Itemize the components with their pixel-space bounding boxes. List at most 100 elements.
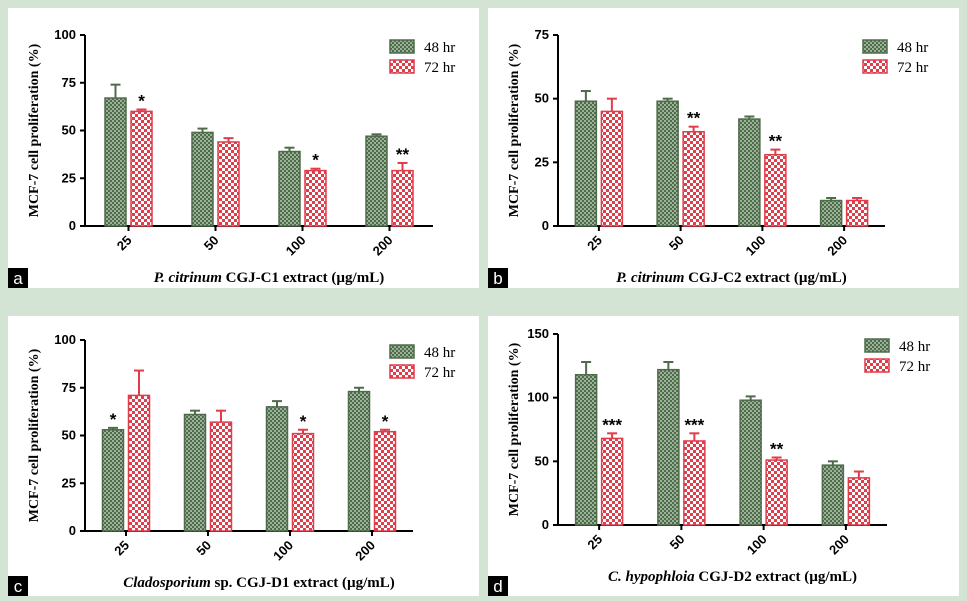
bar-48hr xyxy=(819,199,843,227)
panel-badge xyxy=(488,268,508,288)
legend-swatch-72hr xyxy=(864,358,890,373)
bar-48hr xyxy=(574,373,598,526)
bar-48hr xyxy=(101,429,125,532)
bar-48hr xyxy=(347,390,371,532)
panel-background xyxy=(488,8,959,288)
significance-marker: *** xyxy=(684,415,704,434)
bar-72hr xyxy=(764,153,787,227)
y-tick-label: 25 xyxy=(62,475,76,490)
x-axis-label-rest: sp. CGJ-D1 extract (µg/mL) xyxy=(211,575,395,591)
y-tick-label: 75 xyxy=(535,27,549,42)
y-axis-label: MCF-7 cell proliferation (%) xyxy=(27,43,42,217)
y-tick-label: 75 xyxy=(62,75,76,90)
y-tick-label: 0 xyxy=(69,218,76,233)
panel-background xyxy=(8,316,479,596)
panel-badge-label: a xyxy=(13,269,23,288)
y-tick-label: 50 xyxy=(62,123,76,138)
bar-48hr xyxy=(739,399,762,526)
significance-marker: ** xyxy=(769,132,783,151)
panel-badge-label: b xyxy=(493,269,502,288)
bar-48hr xyxy=(738,118,761,227)
legend-label: 48 hr xyxy=(897,40,928,56)
x-axis-label-italic: Cladosporium xyxy=(123,575,211,591)
significance-marker: * xyxy=(300,412,307,431)
y-tick-label: 0 xyxy=(69,523,76,538)
y-axis-label: MCF-7 cell proliferation (%) xyxy=(507,43,522,217)
significance-marker: * xyxy=(110,410,117,429)
significance-marker: ** xyxy=(687,109,701,128)
significance-marker: *** xyxy=(602,415,622,434)
y-tick-label: 75 xyxy=(62,380,76,395)
significance-marker: * xyxy=(138,91,145,110)
y-tick-label: 50 xyxy=(62,428,76,443)
x-axis-label-italic: P. citrinum xyxy=(154,270,222,286)
y-tick-label: 0 xyxy=(542,517,549,532)
bar-48hr xyxy=(278,150,301,227)
y-tick-label: 150 xyxy=(527,326,549,341)
bar-48hr xyxy=(104,97,127,227)
bar-48hr xyxy=(574,100,598,227)
y-axis-label: MCF-7 cell proliferation (%) xyxy=(507,342,522,516)
x-axis-label: Cladosporium sp. CGJ-D1 extract (µg/mL) xyxy=(123,575,395,591)
panel-badge-label: d xyxy=(493,577,502,596)
legend-label: 48 hr xyxy=(424,345,455,361)
legend-swatch-48hr xyxy=(864,338,890,353)
bar-72hr xyxy=(391,169,414,227)
y-axis-label: MCF-7 cell proliferation (%) xyxy=(27,348,42,522)
legend-label: 72 hr xyxy=(897,60,928,76)
bar-72hr xyxy=(373,430,397,532)
bar-72hr xyxy=(600,110,624,227)
y-tick-label: 25 xyxy=(62,170,76,185)
significance-marker: ** xyxy=(396,145,410,164)
bar-48hr xyxy=(656,100,679,227)
significance-marker: * xyxy=(382,412,389,431)
bar-72hr xyxy=(130,110,153,227)
y-tick-label: 100 xyxy=(527,390,549,405)
bar-48hr xyxy=(183,413,207,532)
x-axis-label: P. citrinum CGJ-C1 extract (µg/mL) xyxy=(154,270,384,286)
panel-badge-label: c xyxy=(14,577,23,596)
x-axis-label-italic: P. citrinum xyxy=(616,270,684,286)
x-axis-label-italic: C. hypophloia xyxy=(608,569,695,585)
x-axis-label-rest: CGJ-D2 extract (µg/mL) xyxy=(695,569,857,585)
bar-72hr xyxy=(683,440,706,526)
bar-48hr xyxy=(265,406,289,532)
panel-background xyxy=(8,8,479,288)
panel-badge xyxy=(8,576,28,596)
bar-72hr xyxy=(847,477,871,526)
legend-label: 48 hr xyxy=(424,40,455,56)
y-tick-label: 50 xyxy=(535,453,549,468)
bar-48hr xyxy=(365,135,388,227)
y-tick-label: 50 xyxy=(535,91,549,106)
bar-48hr xyxy=(821,464,845,526)
bar-72hr xyxy=(209,421,233,532)
bar-48hr xyxy=(191,131,214,227)
x-axis-label: C. hypophloia CGJ-D2 extract (µg/mL) xyxy=(608,569,857,585)
legend-label: 48 hr xyxy=(899,339,930,355)
legend-swatch-72hr xyxy=(862,59,888,74)
legend-swatch-48hr xyxy=(862,39,888,54)
x-axis-label: P. citrinum CGJ-C2 extract (µg/mL) xyxy=(616,270,846,286)
bar-72hr xyxy=(304,169,327,227)
y-tick-label: 100 xyxy=(54,332,76,347)
panel-badge xyxy=(8,268,28,288)
legend-label: 72 hr xyxy=(424,365,455,381)
legend-swatch-72hr xyxy=(389,364,415,379)
legend-label: 72 hr xyxy=(899,359,930,375)
bar-72hr xyxy=(765,459,788,526)
bar-72hr xyxy=(217,141,240,227)
panel-badge xyxy=(488,576,508,596)
legend-swatch-48hr xyxy=(389,344,415,359)
legend-swatch-72hr xyxy=(389,59,415,74)
significance-marker: ** xyxy=(770,440,784,459)
bar-48hr xyxy=(657,368,680,526)
bar-72hr xyxy=(600,437,624,526)
significance-marker: * xyxy=(312,151,319,170)
bar-72hr xyxy=(127,394,151,532)
x-axis-label-rest: CGJ-C1 extract (µg/mL) xyxy=(222,270,384,286)
